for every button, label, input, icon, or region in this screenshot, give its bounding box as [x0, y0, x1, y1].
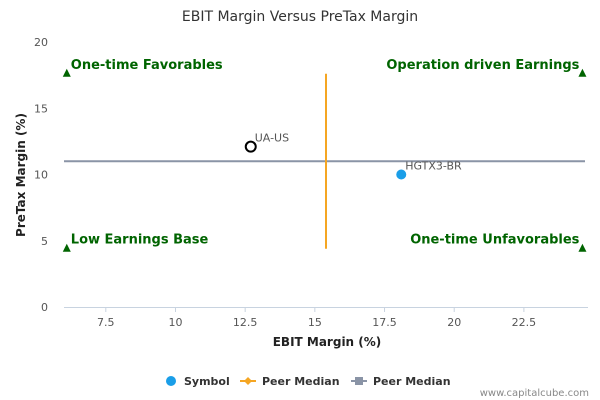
data-point-label: HGTX3-BR	[405, 160, 462, 173]
x-tick-label: 22.5	[512, 316, 537, 329]
y-tick-label: 15	[34, 102, 48, 115]
x-tick-label: 15	[308, 316, 322, 329]
quadrant-label: One-time Favorables	[71, 58, 223, 73]
x-tick-label: 10	[168, 316, 182, 329]
quadrant-marker-icon	[62, 243, 71, 252]
quadrant-marker-icon	[578, 243, 587, 252]
x-tick-label: 20	[447, 316, 461, 329]
quadrant-label: Operation driven Earnings	[386, 58, 579, 73]
watermark: www.capitalcube.com	[480, 388, 589, 399]
plot-area: 7.5 10 12.5 15 17.5 20 22.5 0 5 10 15 20 One-time Fa…	[34, 36, 588, 329]
legend: Symbol Peer Median Peer Median	[166, 375, 451, 388]
y-tick-label: 5	[41, 235, 48, 248]
quadrant-label: One-time Unfavorables	[410, 233, 579, 248]
y-axis-label: PreTax Margin (%)	[14, 113, 28, 237]
chart-title: EBIT Margin Versus PreTax Margin	[182, 9, 418, 25]
data-point-label: UA-US	[255, 132, 289, 145]
data-point	[244, 140, 257, 153]
x-tick-label: 7.5	[97, 316, 115, 329]
legend-label: Peer Median	[373, 375, 451, 388]
legend-diamond-icon	[244, 377, 252, 385]
y-tick-label: 20	[34, 36, 48, 49]
x-tick-label: 17.5	[372, 316, 397, 329]
x-axis-label: EBIT Margin (%)	[273, 335, 382, 349]
legend-symbol-icon	[166, 376, 176, 386]
legend-square-icon	[355, 377, 363, 385]
legend-label: Peer Median	[262, 375, 340, 388]
x-tick-label: 12.5	[233, 316, 258, 329]
quadrant-label: Low Earnings Base	[71, 233, 209, 248]
quadrant-marker-icon	[62, 68, 71, 77]
quadrant-marker-icon	[578, 68, 587, 77]
y-tick-label: 0	[41, 301, 48, 314]
legend-label: Symbol	[184, 375, 230, 388]
y-tick-label: 10	[34, 169, 48, 182]
data-point	[396, 169, 407, 180]
